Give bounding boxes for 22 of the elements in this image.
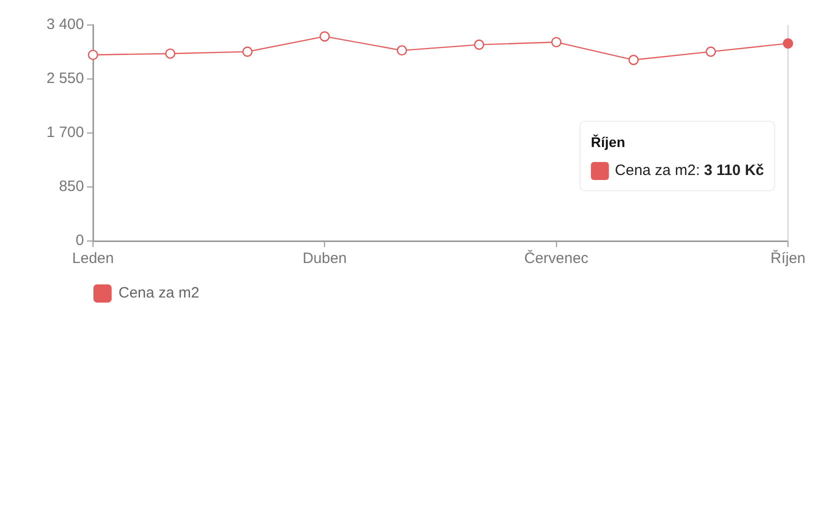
annotation: Říjen Cena za m2: 3 110 Kč [590,133,764,180]
legend-label: Cena za m2 [118,284,200,302]
y-tick-label: 1 700 [46,124,84,142]
point [628,54,639,66]
point [474,40,484,50]
y-tick-label: 0 [76,232,84,250]
point [165,48,176,59]
point [320,31,330,42]
x-tick-label: Duben [302,250,347,268]
tooltip: Říjen Cena za m2: 3 110 Kč [580,121,775,191]
x-tick-label: Červenec [524,249,589,268]
x-tick-label: Říjen [770,249,806,268]
point [396,45,408,56]
point [242,46,253,57]
point [706,46,716,57]
point [551,37,562,48]
y-tick-label: 3 400 [46,16,84,34]
y-tick-label: 2 550 [46,70,84,88]
y-tick-label: 850 [58,178,84,196]
point [88,50,98,60]
x-tick-label: Leden [72,250,114,268]
point [782,38,794,49]
